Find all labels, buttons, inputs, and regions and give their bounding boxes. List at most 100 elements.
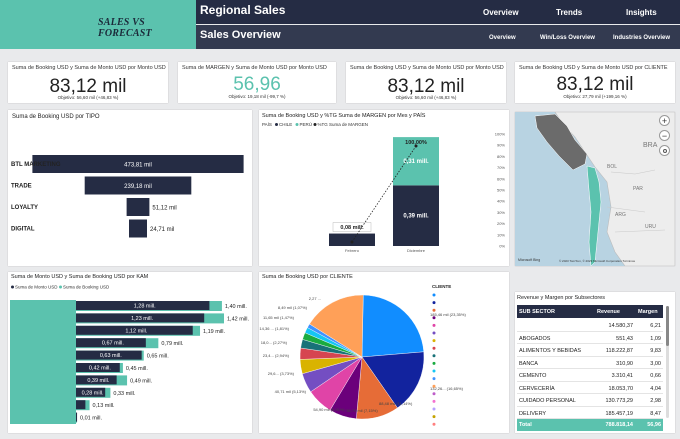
bar-chile[interactable] [393,185,439,246]
y-tick: 20% [497,221,505,226]
kam-booking-label: 0,13 mill. [93,403,115,409]
y-tick: 60% [497,176,505,181]
kam-bar-monto[interactable] [76,363,120,372]
table-row[interactable]: DELIVERY 185.457,19 8,47 [517,407,663,419]
pie-legend-dot[interactable] [432,346,436,350]
pie-slice[interactable] [309,294,364,358]
pie-legend-dot[interactable] [432,369,436,373]
nav-top-insights[interactable]: Insights [626,8,657,17]
table-total-row: Total 788.818,14 56,96 [517,419,663,431]
table-row[interactable]: ALIMENTOS Y BEBIDAS 118.222,87 9,83 [517,344,663,357]
margen-line [351,145,417,243]
kpi-card-cliente[interactable]: Suma de Booking USD y Suma de Monto USD … [515,62,675,103]
kpi-card-booking-monto[interactable]: Suma de Booking USD y Suma de Monto USD … [8,62,168,103]
col-header-subsector[interactable]: SUB SECTOR [519,309,555,315]
table-header-row: SUB SECTOR Revenue Margen [517,305,663,318]
total-revenue: 788.818,14 [605,422,633,428]
legend-dot [275,123,278,126]
funnel-value: 24,71 mil [150,227,174,233]
pie-legend-dot[interactable] [432,323,436,327]
margen-point[interactable] [414,144,418,148]
funnel-bar[interactable] [84,176,192,195]
map-attribution[interactable]: © 2023 TomTom, © 2023 Microsoft Corporat… [559,259,636,263]
kam-booking-label: 0,45 mill. [126,366,148,372]
table-row[interactable]: CERVECERÍA 18.053,70 4,04 [517,382,663,394]
kam-bar-monto[interactable] [76,338,146,348]
kpi-card-booking-monto-2[interactable]: Suma de Booking USD y Suma de Monto USD … [346,62,506,103]
kam-booking-label: 0,33 mill. [113,391,135,397]
kpi-value: 83,12 mil [556,74,634,95]
pie-legend-dot[interactable] [432,407,436,411]
pie-slice[interactable] [361,351,425,409]
funnel-bar[interactable] [129,219,147,238]
table-row[interactable]: 14.580,37 6,21 [517,319,663,332]
nav-bottom-winloss[interactable]: Win/Loss Overview [540,35,595,41]
pie-legend-dot[interactable] [432,339,436,343]
kam-bar-monto[interactable] [76,387,106,397]
bar-chile[interactable] [329,233,375,246]
pie-legend-dot[interactable] [432,415,436,419]
col-header-revenue[interactable]: Revenue [597,309,620,315]
table-row[interactable]: BANCA 310,90 3,00 [517,357,663,369]
pie-legend-dot[interactable] [432,399,436,403]
pie-slice[interactable] [361,294,424,358]
funnel-bar[interactable] [32,155,244,173]
pie-legend-dot[interactable] [432,392,436,396]
x-tick: Febrero [345,248,360,253]
pie-legend-dot[interactable] [432,377,436,381]
kam-bar-monto[interactable] [76,412,78,422]
pie-legend-dot[interactable] [432,361,436,365]
margen-point[interactable] [350,240,354,244]
kam-booking-label: 0,49 mill. [130,378,152,384]
col-header-margen[interactable]: Margen [638,309,658,315]
cell-revenue: 3.310,41 [611,373,633,379]
pie-legend-dot[interactable] [432,308,436,312]
table-row[interactable]: ABOGADOS 551,43 1,09 [517,332,663,344]
table-row[interactable]: CUIDADO PERSONAL 130.773,29 2,98 [517,394,663,407]
bar-chile-label: 0,08 mill. [340,225,364,231]
locate-icon[interactable] [659,145,670,156]
pie-legend-dot[interactable] [432,384,436,388]
pie-data-label: 23,4... (2,94%) [263,353,290,358]
pie-legend-dot[interactable] [432,331,436,335]
nav-top-overview[interactable]: Overview [483,8,519,17]
legend-label: PAÍS [262,121,272,127]
pie-legend-dot[interactable] [432,301,436,305]
kpi-card-margen[interactable]: Suma de MARGEN y Suma de Monto USD por M… [178,62,336,103]
kam-bar-monto[interactable] [76,313,205,323]
pie-legend-dot[interactable] [432,354,436,358]
legend-item[interactable]: CHILE [279,122,292,127]
nav-top-trends[interactable]: Trends [556,8,583,17]
nav-bottom-industries[interactable]: Industries Overview [613,35,671,41]
legend-item[interactable]: Suma de Monto USD [15,285,58,290]
kam-bar-monto[interactable] [76,400,86,410]
map-card[interactable]: BRA BOL PAR ARG URU + − Microsoft Bing ©… [515,112,675,266]
kam-bar-monto[interactable] [76,325,193,335]
table-row[interactable]: CEMENTO 3.310,41 0,66 [517,369,663,382]
legend-item[interactable]: %TG Suma de MARGEN [318,122,369,127]
cell-subsector: CERVECERÍA [519,385,555,392]
funnel-card: Suma de Booking USD por TIPO BTL MARKETI… [8,110,252,266]
map-label-uru: URU [645,224,656,230]
kam-bar-monto[interactable] [76,301,210,310]
nav-bottom-overview[interactable]: Overview [489,35,516,41]
legend-item[interactable]: PERÚ [300,121,313,127]
map-graphic [534,112,675,266]
kam-monto-label: 0,28 mill. [82,390,104,396]
legend-item[interactable]: Suma de Booking USD [63,285,110,290]
zoom-out-button[interactable]: − [659,130,670,141]
border-lines [606,169,666,233]
pie-data-label: 29,6... (3,73%) [268,371,295,376]
cell-subsector: DELIVERY [519,410,547,417]
cell-subsector: ABOGADOS [519,335,551,342]
zoom-in-button[interactable]: + [659,115,670,126]
pie-legend-dot[interactable] [432,422,436,426]
kam-monto-label: 0,67 mill. [102,341,124,347]
funnel-bar[interactable] [126,198,150,216]
pie-legend-dot[interactable] [432,293,436,297]
kam-bar-monto[interactable] [76,350,142,360]
kam-bar-monto[interactable] [76,375,117,385]
pie-data-label: 8,49 mil (1,07%) [278,305,308,310]
table-scrollbar[interactable] [666,306,669,418]
pie-legend-dot[interactable] [432,316,436,320]
